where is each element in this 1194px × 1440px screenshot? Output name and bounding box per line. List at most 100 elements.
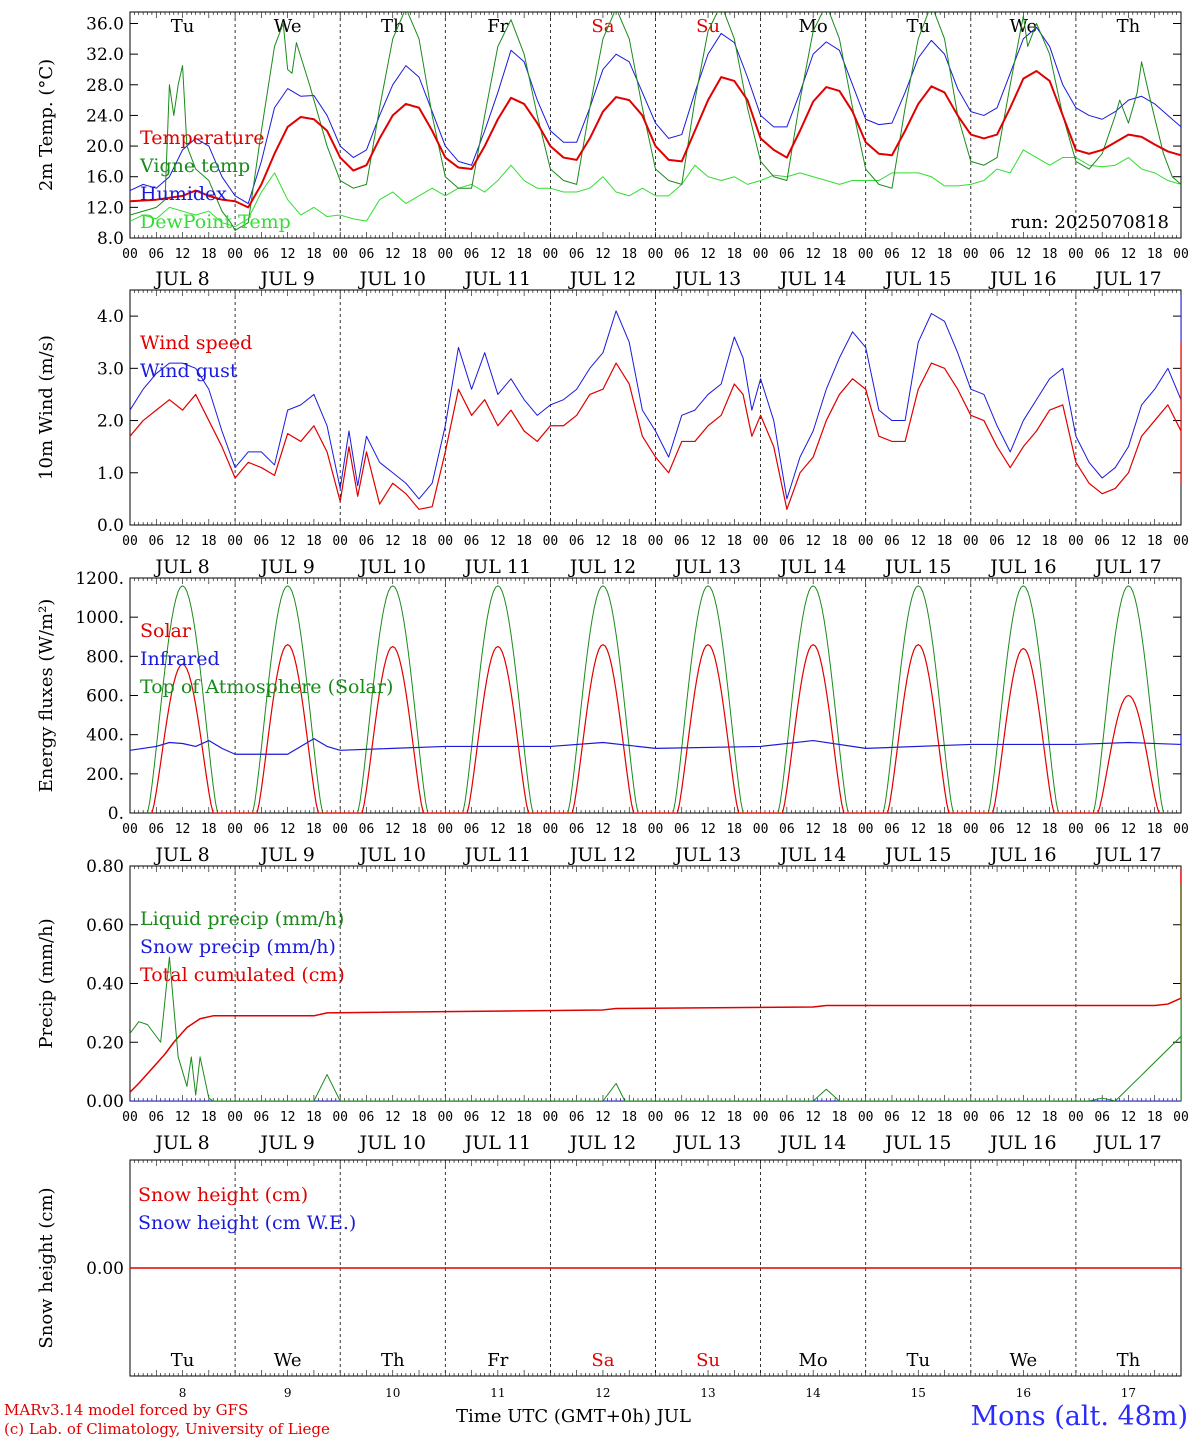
hour-label: 00 xyxy=(1173,247,1189,262)
legend-entry: Wind gust xyxy=(140,360,238,382)
panel-snow: 0.00 Snow height (cm) Tu We Th Fr Sa Su Mo Tu We Th… xyxy=(36,1159,1182,1400)
hour-label: 06 xyxy=(674,1110,690,1125)
y-tick-label: 800. xyxy=(86,647,124,667)
y-axis-label: Energy fluxes (W/m²) xyxy=(36,599,57,793)
hour-label: 18 xyxy=(516,822,532,837)
hour-label: 06 xyxy=(779,822,795,837)
lab-credit: (c) Lab. of Climatology, University of L… xyxy=(4,1420,330,1438)
hour-label: 12 xyxy=(175,1110,191,1125)
hour-label: 00 xyxy=(543,534,559,549)
hour-label: 18 xyxy=(726,534,742,549)
weekday-label: Fr xyxy=(487,16,508,37)
date-label: JUL 12 xyxy=(568,1132,636,1154)
hour-label: 18 xyxy=(1147,1110,1163,1125)
date-label: JUL 15 xyxy=(883,556,951,578)
weekday-label: We xyxy=(1010,1350,1038,1371)
date-label: JUL 17 xyxy=(1093,1132,1161,1154)
hour-label: 18 xyxy=(1042,534,1058,549)
hour-label: 06 xyxy=(989,247,1005,262)
hour-label: 06 xyxy=(1094,1110,1110,1125)
hour-label: 06 xyxy=(884,534,900,549)
day-number-label: 14 xyxy=(806,1386,822,1400)
legend-entry: Top of Atmosphere (Solar) xyxy=(140,676,393,698)
hour-label: 00 xyxy=(543,822,559,837)
date-label: JUL 13 xyxy=(673,556,741,578)
date-label: JUL 16 xyxy=(988,556,1056,578)
hour-label: 18 xyxy=(411,247,427,262)
hour-label: 18 xyxy=(726,1110,742,1125)
y-tick-label: 36.0 xyxy=(86,14,124,34)
series-line-infrared xyxy=(130,734,1181,755)
series-line-temperature xyxy=(130,69,1181,209)
date-label: JUL 8 xyxy=(153,844,209,866)
legend-entry: Humidex xyxy=(140,183,227,205)
hour-label: 18 xyxy=(937,1110,953,1125)
hour-label: 06 xyxy=(779,1110,795,1125)
hour-label: 00 xyxy=(1173,1110,1189,1125)
hour-label: 06 xyxy=(674,822,690,837)
hour-label: 00 xyxy=(963,822,979,837)
hour-label: 18 xyxy=(516,247,532,262)
hour-label: 00 xyxy=(858,822,874,837)
legend-entry: Solar xyxy=(140,620,192,642)
date-label: JUL 8 xyxy=(153,1132,209,1154)
legend-entry: DewPoint Temp xyxy=(140,211,291,233)
hour-label: 00 xyxy=(1068,247,1084,262)
hour-label: 06 xyxy=(569,534,585,549)
hour-label: 18 xyxy=(411,534,427,549)
hour-label: 12 xyxy=(490,534,506,549)
panel-wind: 0.0 1.0 2.0 3.0 4.0 10m Wind (m/s) 00 06 12 18 00 0… xyxy=(36,289,1189,578)
weekday-label: Tu xyxy=(906,1350,930,1371)
hour-label: 12 xyxy=(490,1110,506,1125)
weekday-label: Su xyxy=(696,16,720,37)
y-tick-label: 32.0 xyxy=(86,45,124,65)
hour-label: 12 xyxy=(700,822,716,837)
hour-label: 06 xyxy=(464,534,480,549)
y-tick-label: 1200. xyxy=(75,569,124,589)
hour-label: 12 xyxy=(280,534,296,549)
hour-label: 00 xyxy=(543,247,559,262)
weekday-label: Tu xyxy=(171,16,195,37)
date-label: JUL 12 xyxy=(568,844,636,866)
hour-label: 12 xyxy=(175,822,191,837)
run-annotation: run: 2025070818 xyxy=(1011,212,1169,233)
series-line-wind-gust xyxy=(130,294,1181,500)
hour-label: 06 xyxy=(674,247,690,262)
hour-label: 12 xyxy=(910,247,926,262)
hour-label: 00 xyxy=(963,247,979,262)
hour-label: 00 xyxy=(122,534,138,549)
hour-label: 18 xyxy=(621,534,637,549)
hour-label: 18 xyxy=(832,534,848,549)
panel-precip: 0.00 0.20 0.40 0.60 0.80 Precip (mm/h) 00 06 12 1… xyxy=(36,857,1189,1154)
date-label: JUL 13 xyxy=(673,1132,741,1154)
date-label: JUL 12 xyxy=(568,556,636,578)
series-line-humidex xyxy=(130,26,1181,205)
hour-label: 00 xyxy=(753,247,769,262)
hour-label: 00 xyxy=(648,247,664,262)
weekday-label: We xyxy=(1010,16,1038,37)
hour-label: 18 xyxy=(201,247,217,262)
date-label: JUL 9 xyxy=(258,844,314,866)
date-label: JUL 11 xyxy=(463,1132,531,1154)
weekday-label: Tu xyxy=(171,1350,195,1371)
hour-label: 18 xyxy=(832,1110,848,1125)
hour-label: 06 xyxy=(569,1110,585,1125)
y-tick-label: 200. xyxy=(86,765,124,785)
date-label: JUL 9 xyxy=(258,556,314,578)
date-label: JUL 13 xyxy=(673,844,741,866)
date-label: JUL 16 xyxy=(988,1132,1056,1154)
y-axis-label: Precip (mm/h) xyxy=(36,918,57,1048)
y-tick-label: 0.60 xyxy=(86,916,124,936)
hour-label: 12 xyxy=(910,534,926,549)
date-label: JUL 10 xyxy=(358,1132,426,1154)
hour-label: 12 xyxy=(805,1110,821,1125)
weekday-label: Th xyxy=(381,1350,405,1371)
y-tick-label: 0.20 xyxy=(86,1033,124,1053)
date-label: JUL 12 xyxy=(568,268,636,290)
day-number-label: 12 xyxy=(595,1386,610,1400)
hour-label: 12 xyxy=(280,1110,296,1125)
date-label: JUL 14 xyxy=(778,1132,846,1154)
y-axis-label: 2m Temp. (°C) xyxy=(36,59,57,191)
date-label: JUL 15 xyxy=(883,268,951,290)
hour-label: 12 xyxy=(595,1110,611,1125)
